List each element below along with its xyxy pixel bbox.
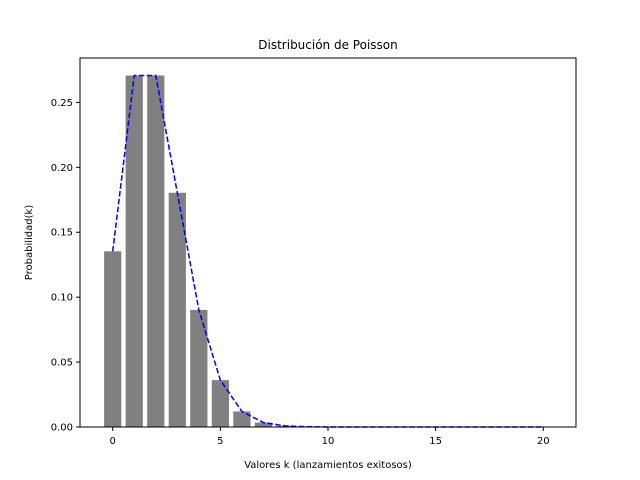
x-tick-label: 20 <box>537 436 550 447</box>
bars-layer <box>104 75 359 427</box>
y-tick-label: 0.10 <box>51 293 73 304</box>
y-tick-label: 0.05 <box>51 358 73 369</box>
x-tick-label: 15 <box>429 436 442 447</box>
bar-k-6 <box>233 411 251 427</box>
x-tick-label: 10 <box>322 436 335 447</box>
y-tick-label: 0.25 <box>51 98 73 109</box>
y-tick-label: 0.20 <box>51 163 73 174</box>
x-tick-label: 0 <box>110 436 116 447</box>
x-axis-label: Valores k (lanzamientos exitosos) <box>244 460 412 471</box>
bar-k-2 <box>147 75 165 427</box>
y-axis-label: Probabilidad(k) <box>24 205 35 281</box>
y-tick-label: 0.00 <box>51 423 73 434</box>
y-tick-label: 0.15 <box>51 228 73 239</box>
x-axis: 0 5 10 15 20 <box>110 427 550 447</box>
bar-k-7 <box>254 422 273 427</box>
bar-k-3 <box>168 192 186 427</box>
bar-k-0 <box>104 251 122 427</box>
bar-k-1 <box>125 75 143 427</box>
chart-title: Distribución de Poisson <box>258 38 397 52</box>
x-tick-label: 5 <box>217 436 223 447</box>
y-axis: 0.00 0.05 0.10 0.15 0.20 0.25 <box>51 98 80 434</box>
bar-k-5 <box>211 380 229 427</box>
bar-k-4 <box>190 309 208 427</box>
